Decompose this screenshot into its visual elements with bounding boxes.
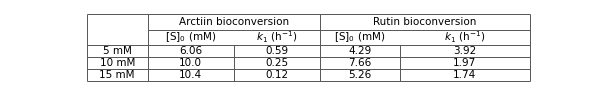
Text: 10.0: 10.0 <box>179 58 202 68</box>
Text: [S]$_0$ (mM): [S]$_0$ (mM) <box>334 31 385 44</box>
Text: 4.29: 4.29 <box>348 46 371 56</box>
Text: $k_1\ \mathregular{(h^{-1})}$: $k_1\ \mathregular{(h^{-1})}$ <box>444 30 485 45</box>
Text: 10 mM: 10 mM <box>99 58 135 68</box>
Text: 10.4: 10.4 <box>179 70 202 80</box>
Text: 5.26: 5.26 <box>348 70 371 80</box>
Text: 6.06: 6.06 <box>179 46 202 56</box>
Text: Arctiin bioconversion: Arctiin bioconversion <box>179 17 289 27</box>
Text: 0.59: 0.59 <box>265 46 288 56</box>
Text: $k_1\ \mathregular{(h^{-1})}$: $k_1\ \mathregular{(h^{-1})}$ <box>256 30 297 45</box>
Text: Rutin bioconversion: Rutin bioconversion <box>373 17 477 27</box>
Text: 1.97: 1.97 <box>453 58 476 68</box>
Text: 1.74: 1.74 <box>453 70 476 80</box>
Text: 15 mM: 15 mM <box>99 70 135 80</box>
Text: 3.92: 3.92 <box>453 46 476 56</box>
Text: 5 mM: 5 mM <box>103 46 132 56</box>
Text: 0.12: 0.12 <box>265 70 288 80</box>
Text: 7.66: 7.66 <box>348 58 371 68</box>
Text: [S]$_0$ (mM): [S]$_0$ (mM) <box>165 31 216 44</box>
Text: 0.25: 0.25 <box>265 58 288 68</box>
